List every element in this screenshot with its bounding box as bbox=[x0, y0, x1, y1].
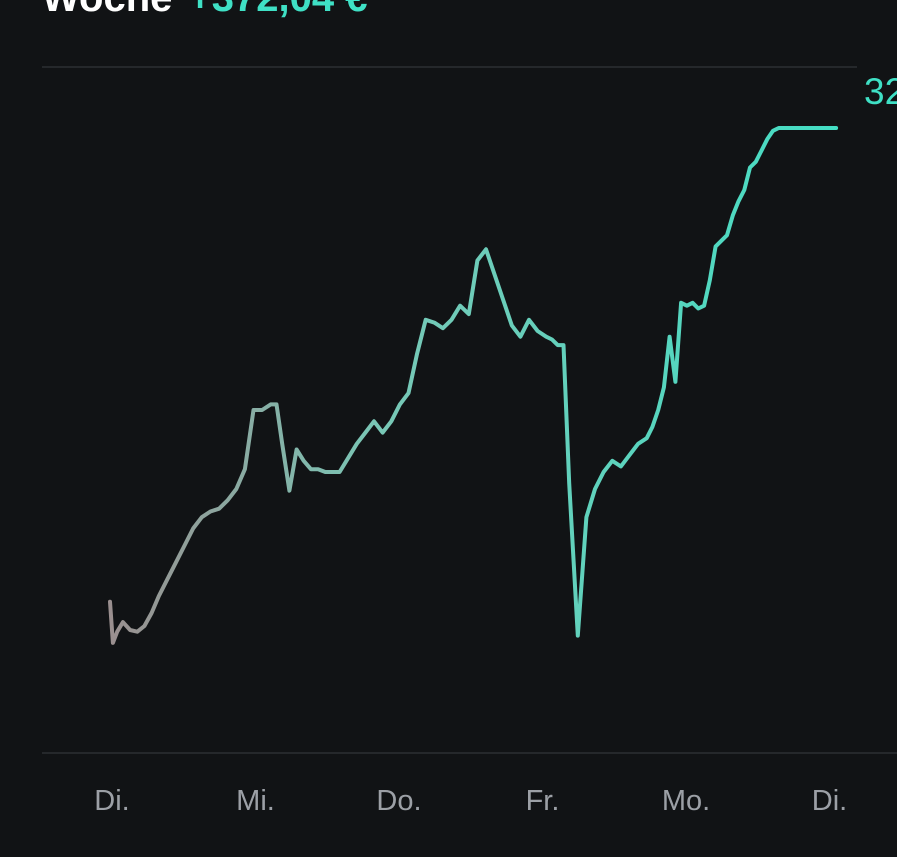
x-tick-label: Di. bbox=[94, 785, 129, 817]
x-tick-label: Fr. bbox=[526, 785, 560, 817]
x-axis-ticks: Di. Mi. Do. Fr. Mo. Di. bbox=[94, 785, 847, 817]
period-label: Woche bbox=[42, 0, 172, 18]
x-tick-label: Di. bbox=[812, 785, 847, 817]
chart-header: Woche +372,04 € bbox=[42, 0, 367, 18]
max-value-label: 32 bbox=[864, 71, 897, 112]
x-tick-label: Do. bbox=[376, 785, 421, 817]
series-line bbox=[108, 126, 839, 645]
x-tick-label: Mo. bbox=[662, 785, 710, 817]
x-tick-label: Mi. bbox=[236, 785, 275, 817]
change-value: +372,04 € bbox=[188, 0, 367, 18]
